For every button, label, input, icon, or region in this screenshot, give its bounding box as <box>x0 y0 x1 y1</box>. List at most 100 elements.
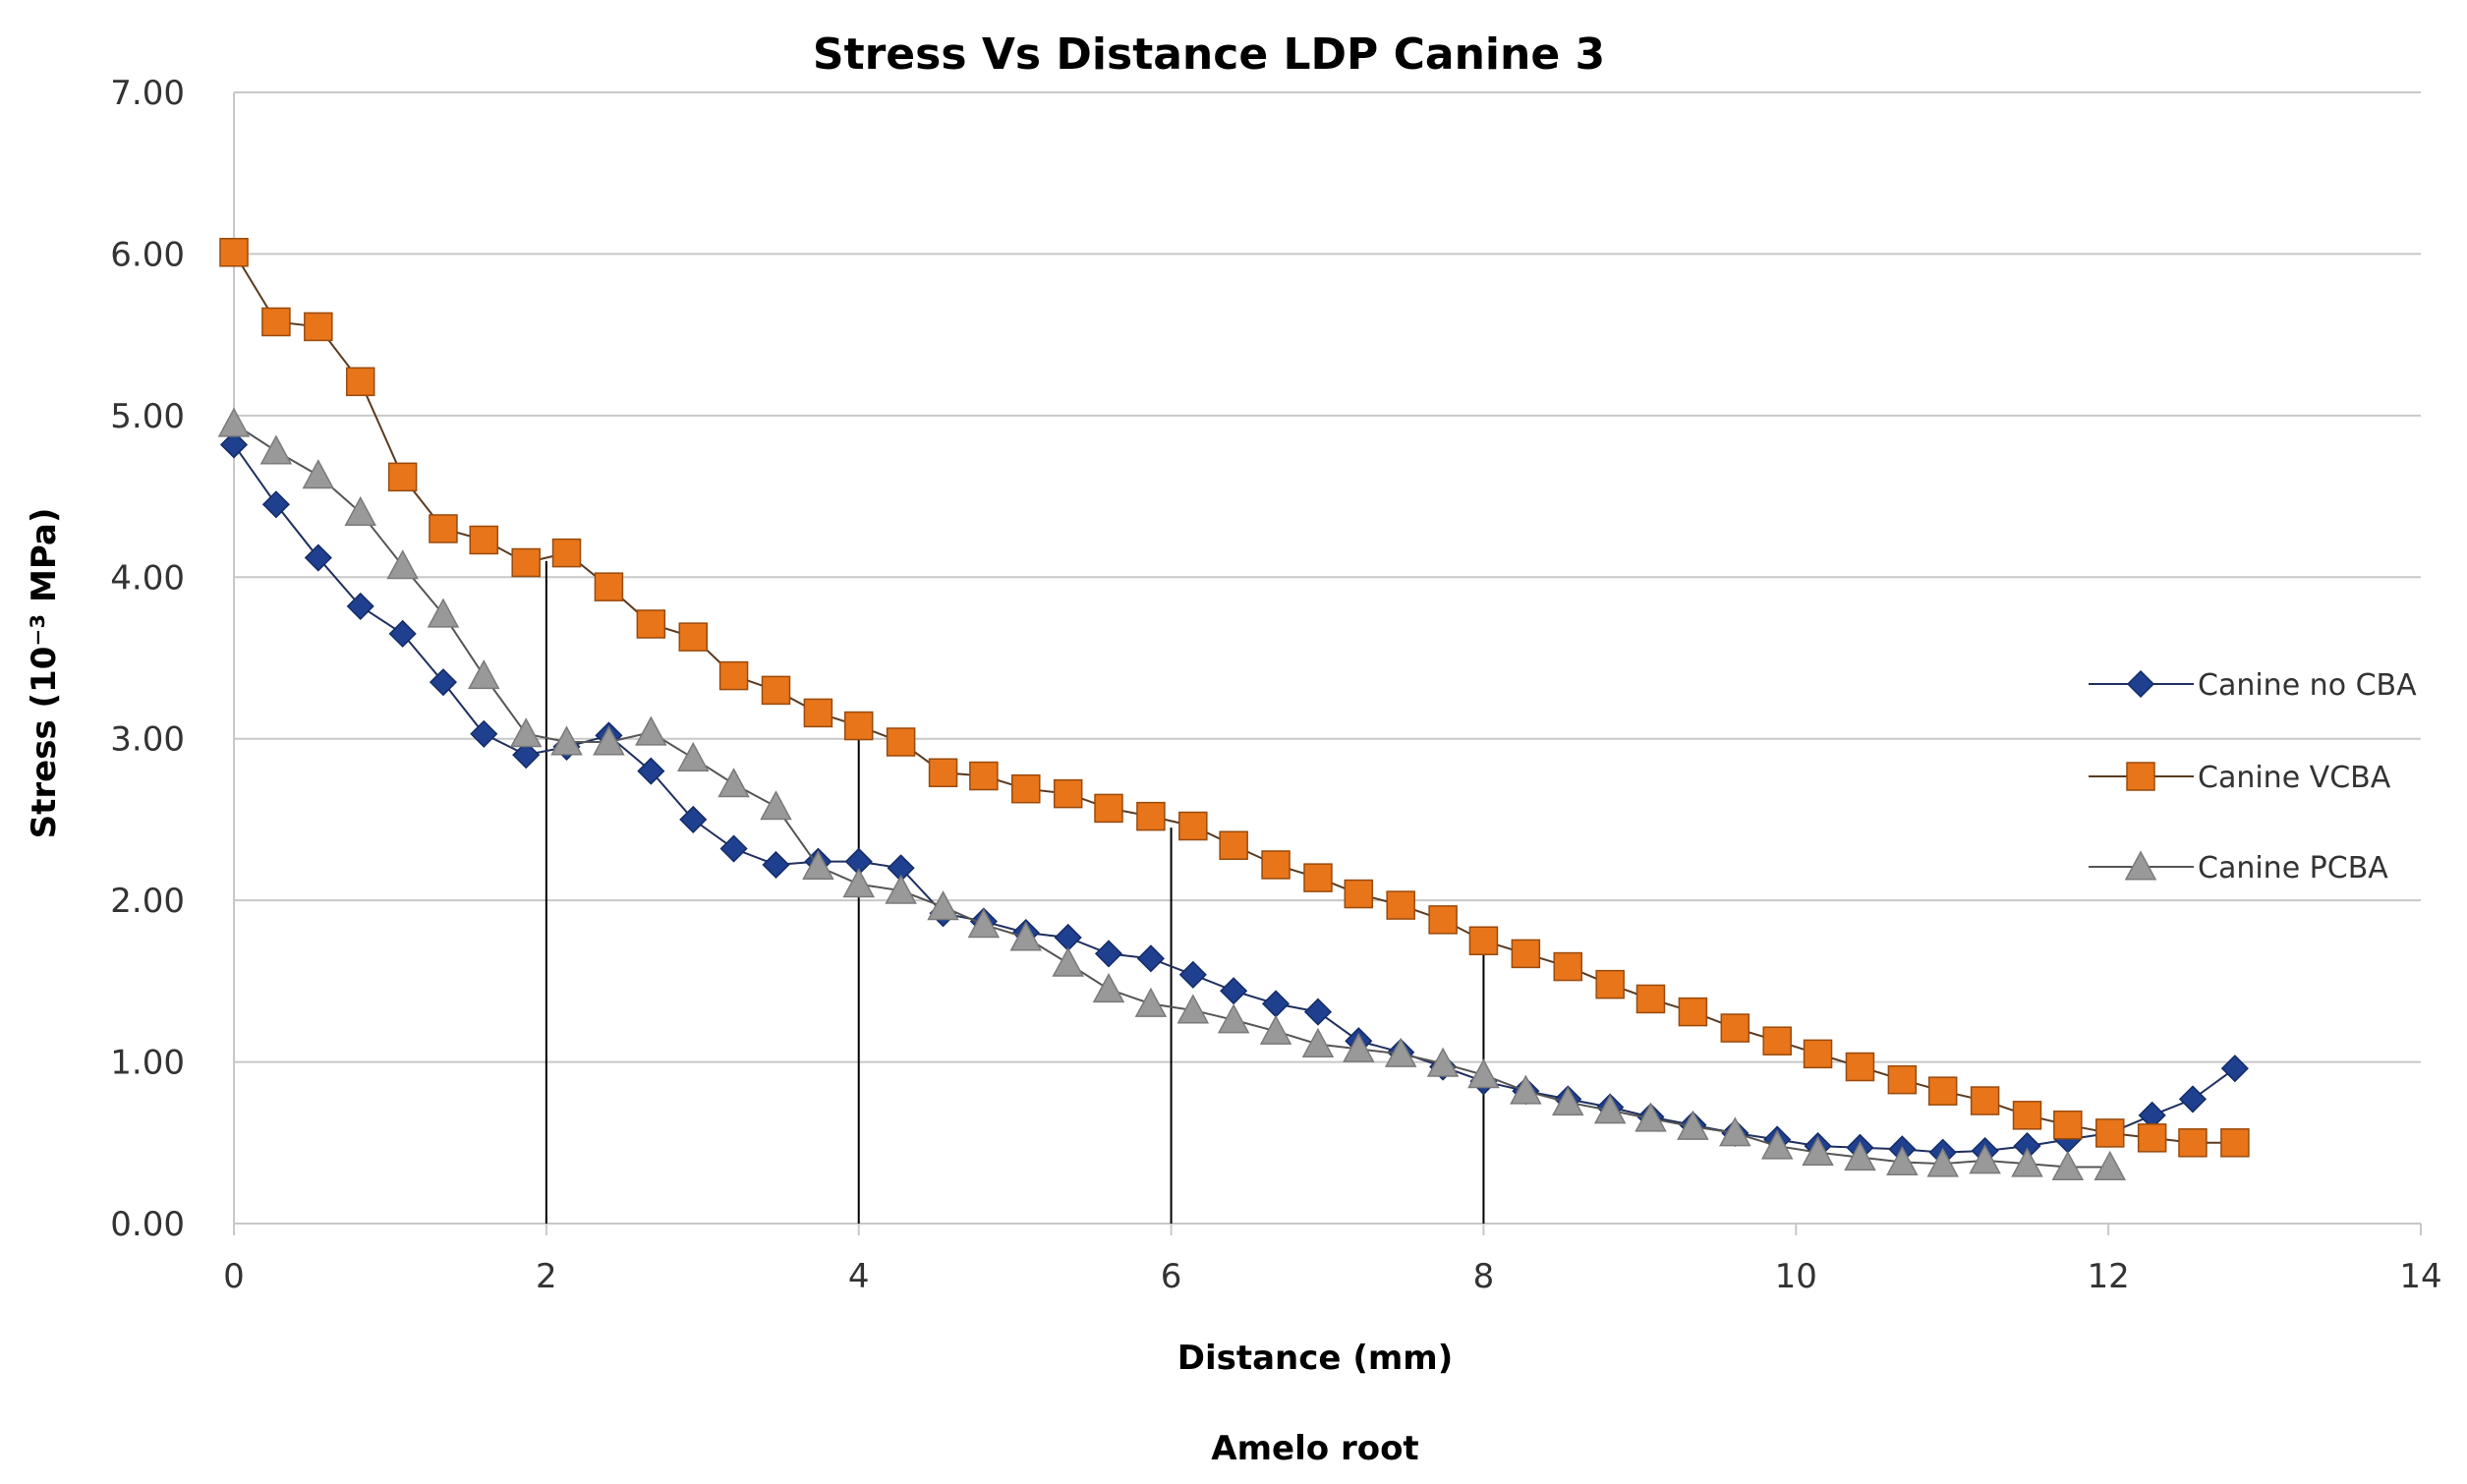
x-tick-label: 12 <box>2088 1257 2130 1296</box>
data-point <box>427 598 460 628</box>
y-tick-label: 2.00 <box>110 882 185 921</box>
data-point <box>1178 811 1208 841</box>
series-2 <box>217 407 2126 1180</box>
data-point <box>2051 1150 2085 1180</box>
data-point <box>469 525 499 555</box>
data-point <box>1760 1129 1794 1160</box>
subtitle-below: Amelo root <box>1211 1429 1418 1468</box>
data-point <box>509 717 543 748</box>
data-point <box>259 434 293 465</box>
series-layer <box>217 238 2250 1180</box>
y-tick-label: 3.00 <box>110 720 185 760</box>
data-point <box>1343 1032 1375 1062</box>
data-point <box>1511 939 1541 969</box>
data-point <box>1635 984 1666 1014</box>
data-point <box>1053 778 1083 809</box>
legend-label: Canine PCBA <box>2198 851 2388 885</box>
data-point <box>1428 905 1458 935</box>
data-point <box>1092 973 1125 1003</box>
data-point <box>1969 1144 2001 1174</box>
data-point <box>1259 1014 1292 1045</box>
data-point <box>551 538 582 568</box>
data-point <box>1886 1145 1919 1176</box>
x-tick-label: 14 <box>2399 1257 2441 1296</box>
data-point <box>1635 1102 1667 1132</box>
legend-marker <box>2126 669 2155 699</box>
data-point <box>594 572 624 601</box>
data-point <box>635 715 667 746</box>
data-point <box>261 307 291 337</box>
x-tick-label: 8 <box>1473 1257 1495 1296</box>
axes <box>233 92 2422 1235</box>
data-point <box>1301 1027 1335 1057</box>
legend-item-1: Canine VCBA <box>2089 761 2391 795</box>
data-point <box>761 675 791 706</box>
data-point <box>593 725 625 756</box>
data-point <box>550 725 583 756</box>
data-point <box>676 741 710 771</box>
data-point <box>1136 801 1166 831</box>
y-tick-label: 4.00 <box>110 558 185 598</box>
data-point <box>387 462 418 492</box>
data-point <box>261 490 290 519</box>
data-point <box>969 761 999 791</box>
y-tick-label: 7.00 <box>110 74 185 113</box>
data-point <box>468 659 500 690</box>
data-point <box>1803 1039 1833 1069</box>
data-point <box>1261 850 1291 880</box>
data-point <box>1219 830 1248 860</box>
data-point <box>2053 1110 2083 1140</box>
data-point <box>1303 998 1333 1026</box>
data-point <box>718 660 749 691</box>
data-point <box>1054 923 1082 952</box>
data-point <box>1344 879 1374 909</box>
data-point <box>1762 1026 1792 1056</box>
data-point <box>2011 1147 2043 1177</box>
legend-label: Canine VCBA <box>2198 761 2391 795</box>
data-point <box>1468 926 1499 955</box>
data-point <box>1887 1064 1918 1095</box>
legend-marker <box>2124 850 2157 881</box>
series-0 <box>219 430 2249 1167</box>
data-point <box>678 622 708 652</box>
data-point <box>2220 1128 2250 1158</box>
data-point <box>1176 994 1210 1024</box>
data-point <box>1426 1047 1460 1077</box>
data-point <box>636 609 666 639</box>
legend-item-0: Canine no CBA <box>2089 668 2417 703</box>
data-point <box>1217 1003 1250 1034</box>
y-tick-label: 6.00 <box>110 235 185 274</box>
data-point <box>1009 921 1043 951</box>
data-point <box>304 312 333 342</box>
data-point <box>1593 1094 1627 1124</box>
data-point <box>429 668 458 697</box>
data-point <box>928 758 958 787</box>
data-point <box>2220 1055 2249 1083</box>
data-point <box>1845 1052 1875 1082</box>
data-point <box>219 430 249 459</box>
data-point <box>219 238 249 267</box>
data-point <box>511 547 541 578</box>
data-point <box>2137 1123 2167 1153</box>
data-point <box>1303 863 1333 892</box>
data-point <box>760 790 792 821</box>
y-axis-title: Stress (10⁻³ MPa) <box>25 508 64 839</box>
legend-label: Canine no CBA <box>2198 668 2417 703</box>
data-point <box>842 868 875 898</box>
data-point <box>1094 940 1123 968</box>
x-tick-label: 10 <box>1775 1257 1817 1296</box>
data-point <box>304 543 332 572</box>
legend-item-2: Canine PCBA <box>2089 850 2388 885</box>
data-point <box>1551 1086 1584 1116</box>
data-point <box>886 727 916 757</box>
data-point <box>1261 990 1291 1018</box>
data-point <box>1134 987 1168 1017</box>
data-point <box>345 367 375 397</box>
data-point <box>1467 1058 1500 1089</box>
data-point <box>1720 1013 1750 1043</box>
chart-title: Stress Vs Distance LDP Canine 3 <box>813 29 1605 80</box>
data-point <box>1719 1116 1751 1147</box>
legend-marker <box>2126 762 2155 791</box>
data-point <box>1927 1076 1958 1106</box>
y-tick-label: 0.00 <box>110 1205 185 1244</box>
